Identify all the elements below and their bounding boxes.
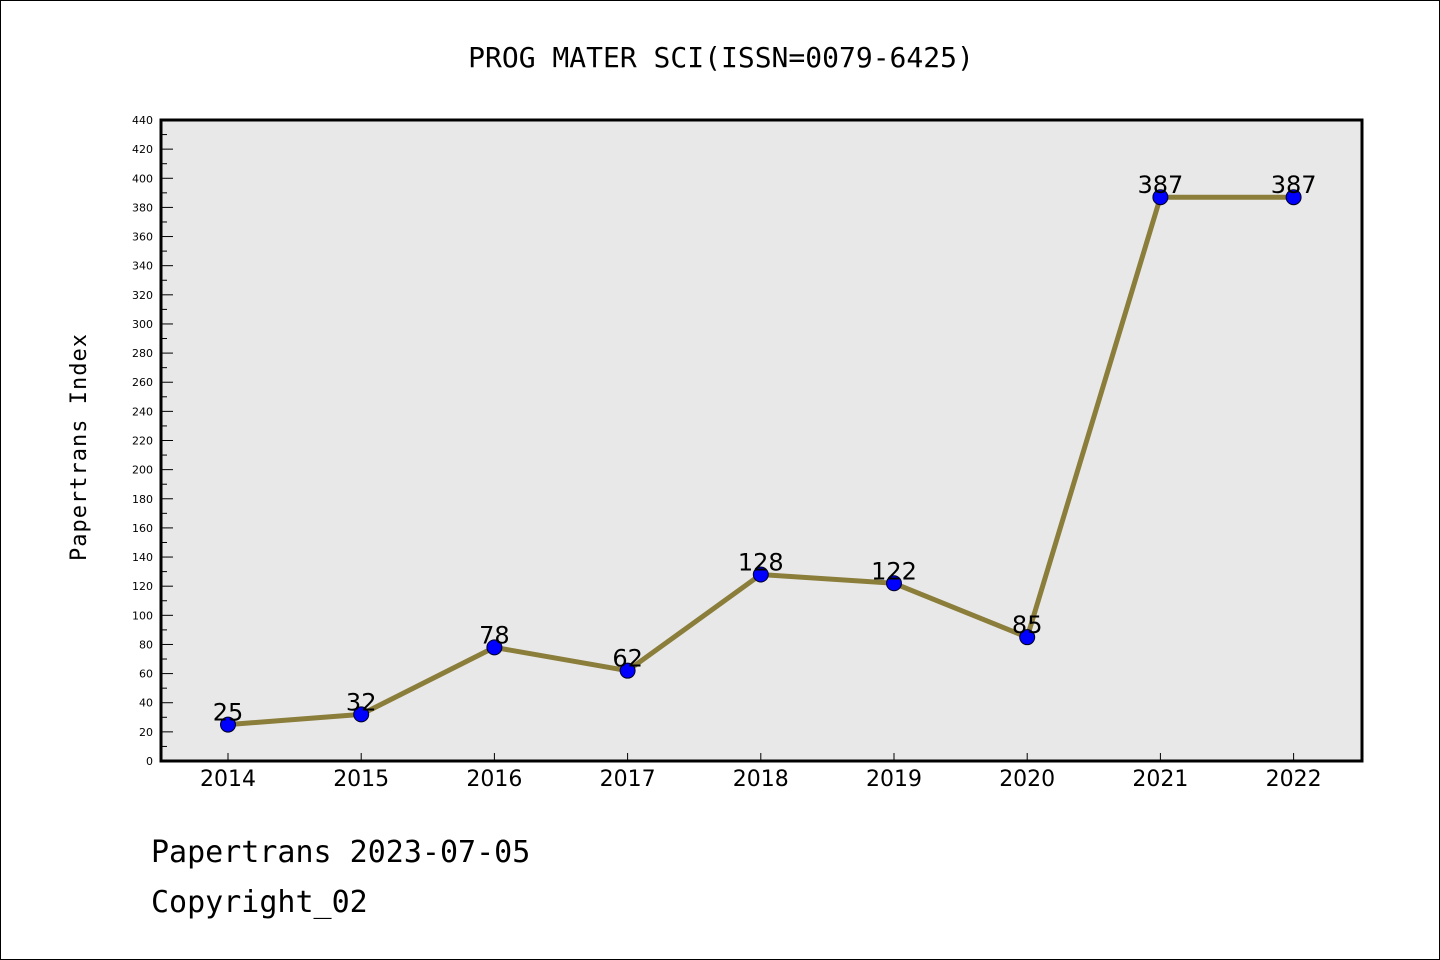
y-tick-label: 280 (132, 347, 153, 360)
y-tick-label: 380 (132, 201, 153, 214)
y-tick-label: 80 (139, 638, 153, 651)
y-tick-label: 240 (132, 405, 153, 418)
y-tick-label: 180 (132, 493, 153, 506)
data-point (220, 716, 236, 733)
plot-area (161, 120, 1362, 761)
y-tick-label: 440 (132, 114, 153, 127)
y-tick-label: 340 (132, 260, 153, 273)
data-label: 32 (346, 688, 377, 716)
y-tick-label: 100 (132, 609, 153, 622)
y-tick-label: 40 (139, 697, 153, 710)
y-tick-label: 220 (132, 435, 153, 448)
y-axis-label: Papertrans Index (67, 333, 92, 561)
y-tick-label: 60 (139, 668, 153, 681)
data-label: 62 (612, 645, 643, 673)
x-tick-label: 2018 (733, 767, 789, 792)
chart-title: PROG MATER SCI(ISSN=0079-6425) (468, 41, 974, 74)
y-tick-label: 420 (132, 143, 153, 156)
x-tick-label: 2015 (333, 767, 389, 792)
y-tick-label: 0 (146, 755, 153, 768)
data-point (486, 639, 503, 656)
data-label: 387 (1137, 171, 1183, 199)
x-tick-label: 2019 (866, 767, 922, 792)
x-tick-label: 2021 (1132, 767, 1188, 792)
y-tick-label: 360 (132, 231, 153, 244)
data-point (619, 662, 636, 679)
data-label: 128 (738, 549, 784, 577)
x-tick-label: 2020 (999, 767, 1055, 792)
data-label: 85 (1012, 611, 1043, 639)
y-tick-label: 320 (132, 289, 153, 302)
y-axis: 0 20 40 60 80 100 120 140 160 180 200 220 240 260 280 3… (132, 114, 173, 768)
x-tick-label: 2016 (466, 767, 522, 792)
data-point (1285, 189, 1302, 206)
y-tick-label: 120 (132, 580, 153, 593)
y-tick-label: 20 (139, 726, 153, 739)
y-tick-label: 400 (132, 172, 153, 185)
data-label: 25 (213, 699, 244, 727)
y-tick-label: 140 (132, 551, 153, 564)
footer-date: Papertrans 2023-07-05 (151, 835, 531, 870)
data-label: 78 (479, 621, 510, 649)
data-point (1152, 189, 1169, 206)
x-tick-label: 2022 (1266, 767, 1322, 792)
y-tick-label: 160 (132, 522, 153, 535)
y-tick-label: 300 (132, 318, 153, 331)
plot-frame (159, 118, 1364, 763)
data-labels: 25 32 78 62 128 122 85 387 387 (213, 171, 1317, 726)
footer-copyright: Copyright_02 (151, 885, 368, 920)
y-tick-label: 260 (132, 376, 153, 389)
data-label: 387 (1271, 171, 1317, 199)
data-point (886, 575, 902, 592)
data-label: 122 (871, 557, 917, 585)
x-axis: 2014 2015 2016 2017 2018 2019 2020 2021 2022 (200, 753, 1322, 792)
y-tick-label: 200 (132, 464, 153, 477)
x-tick-label: 2017 (600, 767, 656, 792)
data-point (752, 566, 769, 583)
data-markers (220, 189, 1302, 733)
data-point (353, 706, 370, 723)
x-tick-label: 2014 (200, 767, 256, 792)
data-point (1019, 629, 1036, 646)
